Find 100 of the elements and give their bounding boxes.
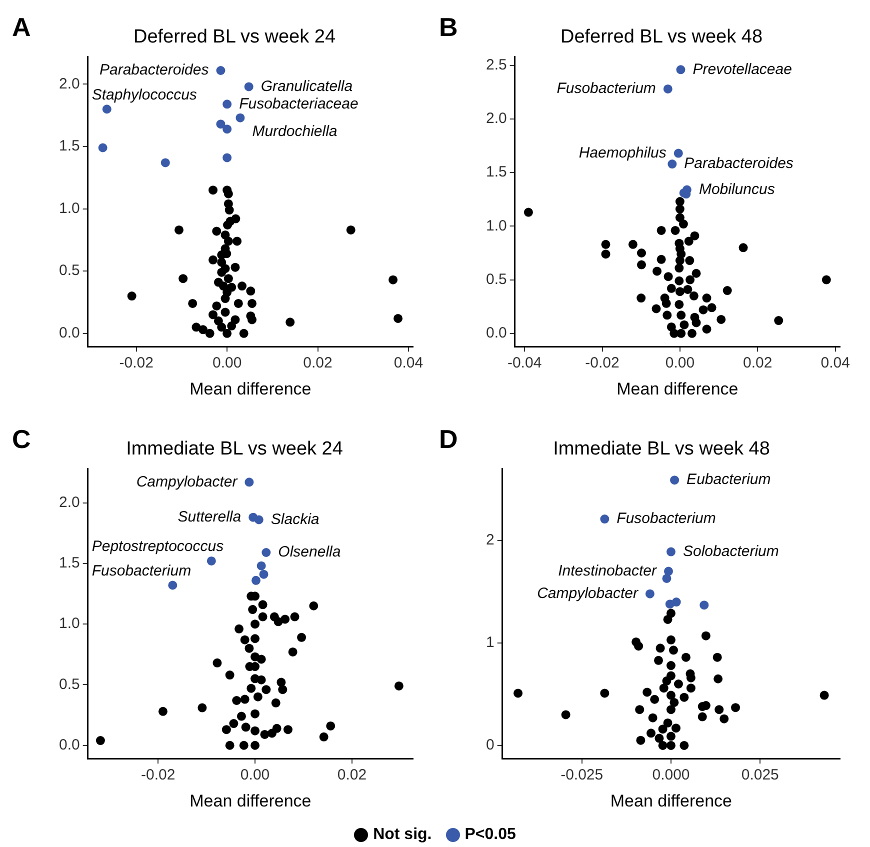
point: [248, 298, 257, 308]
point: [634, 642, 644, 651]
text: C: [12, 424, 31, 454]
point: [652, 304, 661, 314]
annotation: Eubacterium: [686, 471, 771, 488]
point: [684, 236, 694, 246]
point: [666, 740, 676, 750]
point: [206, 556, 216, 566]
point: [672, 598, 681, 607]
point: [601, 240, 610, 249]
point: [205, 328, 214, 338]
point: [388, 275, 398, 284]
annotation: Fusobacterium: [556, 80, 656, 98]
point: [246, 684, 256, 693]
point: [656, 644, 665, 653]
point: [676, 310, 686, 320]
point: [690, 231, 700, 240]
point: [216, 66, 226, 76]
x-tick-label: -0.02: [585, 354, 620, 372]
point: [714, 705, 724, 714]
point: [675, 213, 684, 222]
point: [254, 515, 264, 524]
point: [244, 478, 254, 487]
point: [222, 725, 231, 734]
point: [707, 303, 716, 312]
point: [212, 226, 222, 236]
chart-title: Deferred BL vs week 24: [133, 26, 336, 48]
point: [646, 728, 656, 738]
y-tick-label: 2.0: [486, 110, 507, 128]
x-tick-label: -0.02: [141, 766, 176, 784]
point: [267, 728, 276, 738]
point: [675, 256, 684, 266]
annotation: Murdochiella: [252, 123, 338, 140]
annotation: Granulicatella: [260, 78, 353, 95]
point: [680, 740, 689, 750]
point: [700, 600, 709, 610]
point: [666, 671, 676, 680]
point: [666, 690, 676, 700]
point: [198, 703, 207, 712]
point: [701, 631, 710, 640]
point: [676, 65, 686, 74]
point: [524, 208, 533, 217]
point: [250, 740, 260, 750]
annotation: Fusobacterium: [616, 510, 716, 528]
x-tick-label: 0.00: [240, 766, 270, 784]
point: [662, 574, 672, 583]
annotation: Mobiluncus: [698, 180, 776, 198]
y-tick-label: 1.5: [58, 138, 80, 155]
point: [283, 725, 292, 734]
x-tick-label: -0.04: [507, 354, 542, 372]
point: [662, 298, 671, 308]
point: [346, 225, 356, 234]
point: [234, 624, 244, 634]
annotation: Campylobacter: [537, 584, 639, 602]
point: [656, 226, 666, 235]
point: [240, 635, 250, 644]
point: [514, 688, 523, 698]
point: [702, 324, 712, 334]
point: [822, 275, 831, 284]
point: [208, 255, 218, 264]
point: [685, 256, 694, 266]
y-tick-label: 1.0: [58, 615, 80, 632]
annotation: Parabacteroides: [684, 155, 794, 172]
point: [654, 656, 664, 665]
annotation: Parabacteroides: [99, 62, 210, 79]
y-tick-label: 2: [486, 532, 494, 549]
point: [236, 113, 245, 122]
point: [692, 318, 701, 328]
point: [222, 328, 232, 338]
point: [681, 652, 690, 662]
point: [290, 612, 300, 622]
point: [297, 632, 306, 642]
point: [250, 709, 260, 718]
point: [252, 576, 260, 585]
point: [635, 705, 644, 714]
point: [220, 264, 230, 274]
point: [642, 688, 652, 697]
point: [698, 305, 708, 314]
annotation: Haemophilus: [578, 144, 667, 162]
point: [319, 732, 328, 742]
point: [636, 260, 646, 270]
point: [253, 692, 262, 702]
point: [683, 284, 692, 294]
y-tick-label: 0.0: [486, 324, 507, 342]
y-tick-label: 2.0: [58, 75, 80, 92]
point: [236, 712, 246, 721]
point: [645, 589, 654, 598]
x-tick-label: 0.025: [741, 766, 779, 784]
point: [654, 734, 664, 743]
point: [702, 294, 712, 303]
x-axis-title: Mean difference: [190, 379, 312, 398]
point: [244, 644, 254, 653]
point: [722, 286, 732, 296]
point: [394, 314, 403, 323]
point: [692, 268, 701, 278]
point: [666, 635, 676, 644]
point: [686, 684, 696, 693]
annotation: Slackia: [270, 510, 320, 528]
y-tick-label: 1.5: [486, 164, 507, 181]
point: [652, 266, 662, 276]
